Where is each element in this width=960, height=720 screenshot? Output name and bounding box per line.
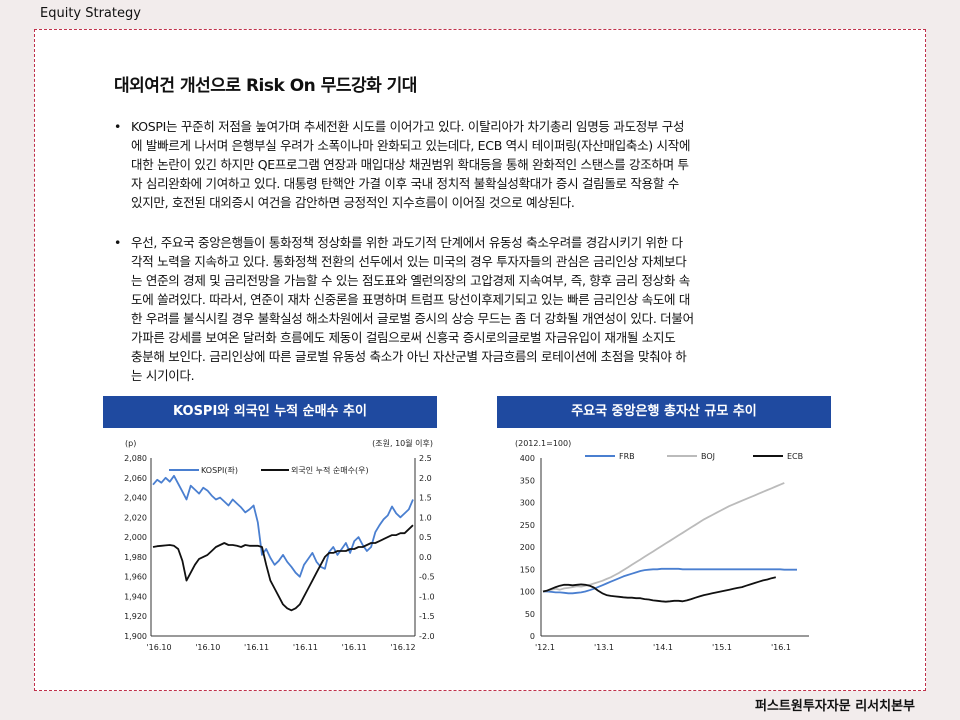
y-tick-label: 50 [525,610,535,619]
y-tick-right: 2.5 [419,454,432,463]
legend-label: FRB [619,452,635,461]
y-tick-left: 2,020 [124,513,147,522]
legend-label: 외국인 누적 순매수(우) [291,465,369,475]
series-line-0 [152,474,414,578]
text-line: 우선, 주요국 중앙은행들이 통화정책 정상화를 위한 과도기적 단계에서 유동… [131,235,683,250]
y-tick-left: 2,000 [124,533,147,542]
y-tick-left: 1,940 [124,592,147,601]
series-line-0 [543,567,797,595]
bullet: • [114,119,122,134]
chart-title: KOSPI와 외국인 누적 순매수 추이 [103,396,437,428]
x-tick-label: '16.11 [244,643,269,652]
x-tick-label: '16.11 [293,643,318,652]
right-axis-unit: (조원, 10월 이후) [372,438,433,448]
y-tick-label: 300 [520,499,535,508]
x-tick-label: '15.1 [712,643,732,652]
y-tick-left: 1,960 [124,573,147,582]
text-line: 는 연준의 경제 및 금리전망을 가늠할 수 있는 점도표와 옐런의장의 고압경… [131,273,690,288]
y-tick-right: 1.0 [419,513,432,522]
series-line-1 [152,524,414,612]
x-tick-label: '16.11 [342,643,367,652]
chart-title: 주요국 중앙은행 총자산 규모 추이 [497,396,831,428]
left-axis-unit: (p) [125,439,136,448]
text-line: 에 발빠르게 나서며 은행부실 우려가 소폭이나마 완화되고 있는데다, ECB… [131,138,691,153]
text-line: 충분해 보인다. 금리인상에 따른 글로벌 유동성 축소가 아닌 자산군별 자금… [131,349,687,364]
y-tick-label: 200 [520,543,535,552]
x-tick-label: '13.1 [594,643,614,652]
legend-label: KOSPI(좌) [201,466,238,475]
x-tick-label: '16.12 [390,643,415,652]
paragraph-text: KOSPI는 꾸준히 저점을 높여가며 추세전환 시도를 이어가고 있다. 이탈… [131,117,864,212]
chart-svg: (p) (조원, 10월 이후) 2,080 2,060 2,040 2,020 2,000… [124,438,435,652]
series-line-2 [542,576,776,603]
y-tick-label: 150 [520,565,535,574]
y-tick-right: -1.0 [419,592,435,601]
y-tick-right: -0.5 [419,573,435,582]
text-line: 한 우려를 불식시킬 경우 불확실성 해소차원에서 글로벌 증시의 상승 무드는… [131,311,694,326]
footer-credit: 퍼스트원투자자문 리서치본부 [754,699,915,714]
bullet: • [114,235,122,250]
y-tick-left: 1,920 [124,612,147,621]
page-title: 대외여건 개선으로 Risk On 무드강화 기대 [114,76,417,96]
series-line-1 [542,482,785,593]
y-tick-label: 0 [530,632,535,641]
y-tick-label: 250 [520,521,535,530]
y-tick-left: 2,080 [124,454,147,463]
legend-label: BOJ [701,452,715,461]
chart-svg: (2012.1=100) 400 350 300 250 200 150 100 50 0'12.… [515,439,809,652]
x-tick-label: '16.1 [771,643,791,652]
y-tick-label: 350 [520,476,535,485]
paragraph-text: 우선, 주요국 중앙은행들이 통화정책 정상화를 위한 과도기적 단계에서 유동… [131,233,864,385]
x-tick-label: '14.1 [653,643,673,652]
chart-central-bank-assets: 주요국 중앙은행 총자산 규모 추이 (2012.1=100) 400 350 300… [497,396,831,660]
text-line: 도에 쏠려있다. 따라서, 연준이 재차 신중론을 표명하며 트럼프 당선이후제… [131,292,691,307]
paragraph-2: • 우선, 주요국 중앙은행들이 통화정책 정상화를 위한 과도기적 단계에서 … [114,233,864,385]
y-tick-left: 1,980 [124,553,147,562]
text-line: 가파른 강세를 보여온 달러화 흐름에도 제동이 걸림으로써 신흥국 증시로의글… [131,330,676,345]
y-tick-right: 1.5 [419,494,432,503]
text-line: 는 시기이다. [131,368,195,383]
paragraph-1: • KOSPI는 꾸준히 저점을 높여가며 추세전환 시도를 이어가고 있다. … [114,117,864,212]
y-tick-left: 1,900 [124,632,147,641]
y-tick-left: 2,060 [124,474,147,483]
y-tick-right: 0.5 [419,533,432,542]
chart-subtitle: (2012.1=100) [515,439,571,448]
y-tick-right: -1.5 [419,612,435,621]
x-tick-label: '16.10 [195,643,220,652]
text-line: KOSPI는 꾸준히 저점을 높여가며 추세전환 시도를 이어가고 있다. 이탈… [131,119,685,134]
chart-body: (2012.1=100) 400 350 300 250 200 150 100 50 0'12.… [497,428,831,660]
text-line: 각적 노력을 지속하고 있다. 통화정책 전환의 선두에서 있는 미국의 경우 … [131,254,687,269]
legend-label: ECB [787,452,803,461]
y-tick-right: -2.0 [419,632,435,641]
text-line: 있지만, 호전된 대외증시 여건을 감안하면 긍정적인 지수흐름이 이어질 것으… [131,195,575,210]
y-tick-right: 2.0 [419,474,432,483]
y-tick-right: 0.0 [419,553,432,562]
chart-kospi-foreign: KOSPI와 외국인 누적 순매수 추이 (p) (조원, 10월 이후) 2,08… [103,396,437,660]
section-header: Equity Strategy [40,6,141,21]
text-line: 대한 논란이 있긴 하지만 QE프로그램 연장과 매입대상 채권범위 확대등을 … [131,157,689,172]
y-tick-label: 100 [520,588,535,597]
text-line: 자 심리완화에 기여하고 있다. 대통령 탄핵안 가결 이후 국내 정치적 불확… [131,176,679,191]
y-tick-label: 400 [520,454,535,463]
chart-body: (p) (조원, 10월 이후) 2,080 2,060 2,040 2,020 2,000… [103,428,437,660]
y-tick-left: 2,040 [124,494,147,503]
x-tick-label: '12.1 [535,643,555,652]
x-tick-label: '16.10 [146,643,171,652]
